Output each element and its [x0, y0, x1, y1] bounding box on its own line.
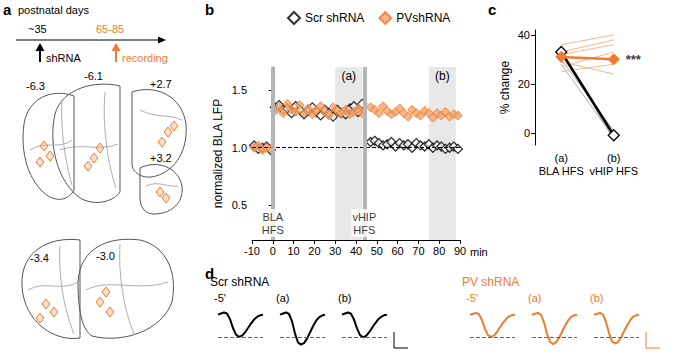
svg-text:-5': -5' [214, 292, 226, 304]
svg-text:70: 70 [412, 245, 424, 257]
svg-text:shRNA: shRNA [46, 52, 82, 64]
svg-text:-5': -5' [466, 292, 478, 304]
svg-text:normalized BLA LFP: normalized BLA LFP [211, 99, 225, 208]
svg-text:65-85: 65-85 [96, 23, 124, 35]
svg-text:(a): (a) [276, 292, 289, 304]
svg-text:(b): (b) [590, 292, 603, 304]
svg-text:min: min [470, 246, 488, 258]
svg-text:BLA HFS: BLA HFS [539, 165, 584, 177]
svg-text:20: 20 [518, 78, 530, 90]
svg-text:10: 10 [287, 245, 299, 257]
svg-text:1.5: 1.5 [232, 84, 247, 96]
svg-text:(a): (a) [555, 152, 568, 164]
svg-text:***: *** [626, 52, 642, 67]
svg-text:a: a [3, 1, 12, 18]
svg-text:BLA: BLA [262, 211, 283, 223]
svg-text:0.5: 0.5 [232, 199, 247, 211]
svg-text:(b): (b) [607, 152, 620, 164]
svg-text:+2.7: +2.7 [150, 78, 172, 90]
svg-text:40: 40 [518, 29, 530, 41]
svg-text:vHIP HFS: vHIP HFS [589, 165, 638, 177]
svg-text:~35: ~35 [28, 23, 47, 35]
svg-text:Scr shRNA: Scr shRNA [210, 275, 269, 289]
svg-text:90: 90 [454, 245, 466, 257]
svg-text:(a): (a) [528, 292, 541, 304]
svg-text:PV shRNA: PV shRNA [462, 275, 519, 289]
svg-text:% change: % change [498, 60, 512, 114]
svg-text:-10: -10 [244, 245, 260, 257]
svg-text:30: 30 [329, 245, 341, 257]
svg-text:(a): (a) [341, 69, 356, 83]
svg-text:+3.2: +3.2 [150, 152, 172, 164]
svg-text:60: 60 [391, 245, 403, 257]
svg-text:40: 40 [350, 245, 362, 257]
svg-text:-3.0: -3.0 [96, 250, 115, 262]
svg-text:b: b [205, 1, 214, 18]
svg-text:d: d [205, 265, 214, 282]
svg-text:(b): (b) [435, 69, 450, 83]
svg-text:Scr shRNA: Scr shRNA [305, 11, 364, 25]
svg-text:-3.4: -3.4 [30, 252, 49, 264]
svg-text:(b): (b) [338, 292, 351, 304]
svg-text:postnatal days: postnatal days [18, 4, 89, 16]
svg-text:80: 80 [433, 245, 445, 257]
svg-text:HFS: HFS [262, 224, 284, 236]
svg-text:c: c [488, 1, 496, 18]
svg-text:vHIP: vHIP [352, 211, 376, 223]
svg-text:0: 0 [524, 127, 530, 139]
svg-text:-6.3: -6.3 [26, 80, 45, 92]
svg-text:PVshRNA: PVshRNA [396, 11, 450, 25]
svg-text:recording: recording [122, 52, 168, 64]
svg-text:1.0: 1.0 [232, 142, 247, 154]
svg-text:-6.1: -6.1 [84, 70, 103, 82]
svg-text:50: 50 [371, 245, 383, 257]
svg-text:HFS: HFS [353, 224, 375, 236]
svg-text:20: 20 [308, 245, 320, 257]
svg-text:0: 0 [270, 245, 276, 257]
